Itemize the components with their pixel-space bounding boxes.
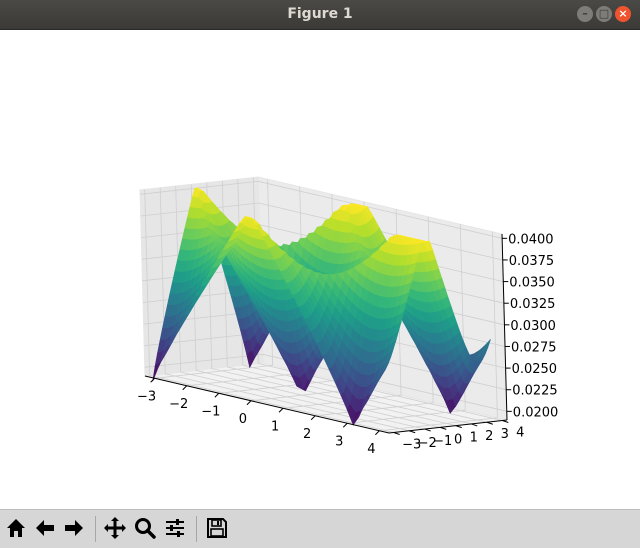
z-tick-label: 0.0350 xyxy=(509,276,555,291)
y-tick xyxy=(393,432,400,435)
sliders-icon xyxy=(166,519,184,537)
grid-line-y xyxy=(175,186,425,430)
x-tick xyxy=(375,430,380,436)
pan-button[interactable] xyxy=(102,515,128,541)
y-tick-label: 4 xyxy=(516,426,524,441)
x-tick-label: −1 xyxy=(201,404,220,419)
y-tick-label: −3 xyxy=(402,438,421,453)
x-tick-label: −3 xyxy=(137,389,156,404)
x-tick xyxy=(182,385,188,391)
y-tick xyxy=(486,421,493,425)
z-tick-label: 0.0375 xyxy=(509,254,555,269)
y-tick xyxy=(471,423,478,427)
y-tick xyxy=(424,428,431,432)
y-tick-label: 3 xyxy=(501,427,509,442)
x-tick-label: 1 xyxy=(271,419,279,434)
window-title: Figure 1 xyxy=(287,6,353,22)
grid-line-x xyxy=(379,231,498,432)
minimize-button[interactable]: – xyxy=(577,6,593,22)
x-tick xyxy=(246,400,252,406)
z-tick-label: 0.0200 xyxy=(513,405,559,420)
grid-line-z xyxy=(140,180,503,239)
title-bar[interactable]: Figure 1 – □ × xyxy=(0,0,640,30)
maximize-button[interactable]: □ xyxy=(596,6,612,22)
home-icon xyxy=(7,519,25,537)
zoom-button[interactable] xyxy=(132,515,158,541)
z-axis-line xyxy=(501,233,508,421)
y-tick-label: −1 xyxy=(433,434,452,449)
tick-labels: −3 −2 −1 0 1 2 3 4 −3−2−1 0 1 2 3 40.02000.02250.0250… xyxy=(137,232,558,456)
surface-plot-3d: −3 −2 −1 0 1 2 3 4 −3−2−1 0 1 2 3 40.02000.02250.0250… xyxy=(137,176,558,457)
magnifier-icon xyxy=(135,518,156,539)
arrow-right-icon xyxy=(65,520,83,536)
surface-patch xyxy=(374,371,384,385)
y-tick-label: 1 xyxy=(470,431,478,446)
plot-canvas[interactable]: −3 −2 −1 0 1 2 3 4 −3 −2 −1 0 1 2 3 4 0.0200 0.0225 0.0250… xyxy=(0,30,640,509)
back-button[interactable] xyxy=(32,515,58,541)
grid-line-y xyxy=(159,187,410,432)
navigation-toolbar xyxy=(0,509,640,548)
arrow-left-icon xyxy=(36,520,54,536)
close-button[interactable]: × xyxy=(615,6,631,22)
x-tick xyxy=(342,422,348,428)
y-tick xyxy=(455,425,462,429)
y-tick-label: 0 xyxy=(454,432,462,447)
grid-line-x xyxy=(347,224,466,424)
grid-line-z xyxy=(144,353,507,412)
y-tick xyxy=(502,420,509,423)
forward-button[interactable] xyxy=(61,515,87,541)
x-tick xyxy=(278,407,284,413)
z-tick-label: 0.0275 xyxy=(511,341,557,356)
toolbar-separator xyxy=(95,516,96,542)
floppy-icon xyxy=(207,518,227,538)
y-tick xyxy=(409,430,416,434)
toolbar-separator xyxy=(196,516,197,542)
x-tick xyxy=(310,415,316,421)
save-button[interactable] xyxy=(204,515,230,541)
subplots-button[interactable] xyxy=(162,515,188,541)
x-tick-label: 0 xyxy=(239,412,247,427)
grid-line-y xyxy=(144,189,394,433)
y-tick-label: −2 xyxy=(418,436,437,451)
home-button[interactable] xyxy=(3,515,29,541)
z-tick-label: 0.0225 xyxy=(512,384,558,399)
z-tick-label: 0.0400 xyxy=(508,232,553,247)
surface-mesh xyxy=(152,187,491,426)
z-tick-label: 0.0250 xyxy=(512,362,557,377)
x-tick-label: −2 xyxy=(169,397,188,412)
y-tick-label: 2 xyxy=(485,429,493,444)
z-tick-label: 0.0300 xyxy=(510,319,556,334)
z-tick-label: 0.0325 xyxy=(510,297,556,312)
x-axis-line xyxy=(144,375,390,434)
x-tick-label: 4 xyxy=(367,442,375,457)
y-tick xyxy=(440,426,447,430)
x-tick-label: 3 xyxy=(335,434,343,449)
x-tick xyxy=(150,377,155,383)
move-icon xyxy=(104,517,126,539)
x-tick-label: 2 xyxy=(303,427,311,442)
x-tick xyxy=(214,392,220,398)
